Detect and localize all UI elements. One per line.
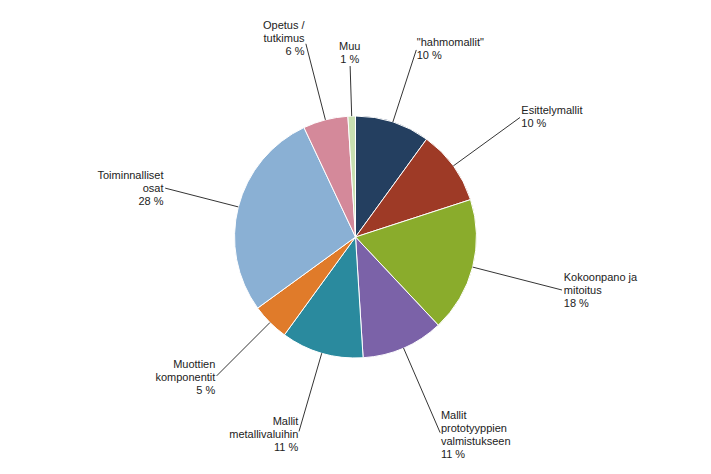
leader-line: [453, 118, 520, 166]
leader-line: [217, 323, 270, 376]
slice: [304, 116, 356, 237]
leader-line: [404, 348, 441, 433]
slice-label: "hahmomallit"10 %: [417, 36, 484, 61]
slice-label: Kokoonpano jamitoitus18 %: [564, 271, 638, 309]
slice: [356, 237, 439, 358]
slice-label: Toiminnallisetosat28 %: [97, 169, 163, 207]
slice: [348, 116, 356, 237]
slice-label: Mallitprototyyppienvalmistukseen11 %: [441, 409, 511, 460]
slice-label: Esittelymallit10 %: [521, 104, 582, 129]
slice-label: Muottienkomponentit5 %: [155, 358, 215, 396]
leader-lines: [165, 44, 562, 433]
leader-line: [306, 44, 326, 120]
slice-label: Muu1 %: [339, 40, 360, 65]
leader-line: [350, 66, 352, 116]
slice-label: Opetus /tutkimus6 %: [263, 19, 306, 57]
slice-label: Mallitmetallivaluihin11 %: [229, 415, 298, 453]
leader-line: [393, 50, 416, 122]
pie: "hahmomallit"10 % Esittelymallit10 % Kokoo…: [97, 19, 638, 459]
leader-line: [165, 188, 238, 207]
leader-line: [299, 353, 322, 431]
slices: [235, 116, 477, 358]
chart: "hahmomallit"10 % Esittelymallit10 % Kokoo…: [0, 0, 711, 474]
leader-line: [473, 267, 562, 290]
labels: "hahmomallit"10 % Esittelymallit10 % Kokoo…: [97, 19, 638, 459]
